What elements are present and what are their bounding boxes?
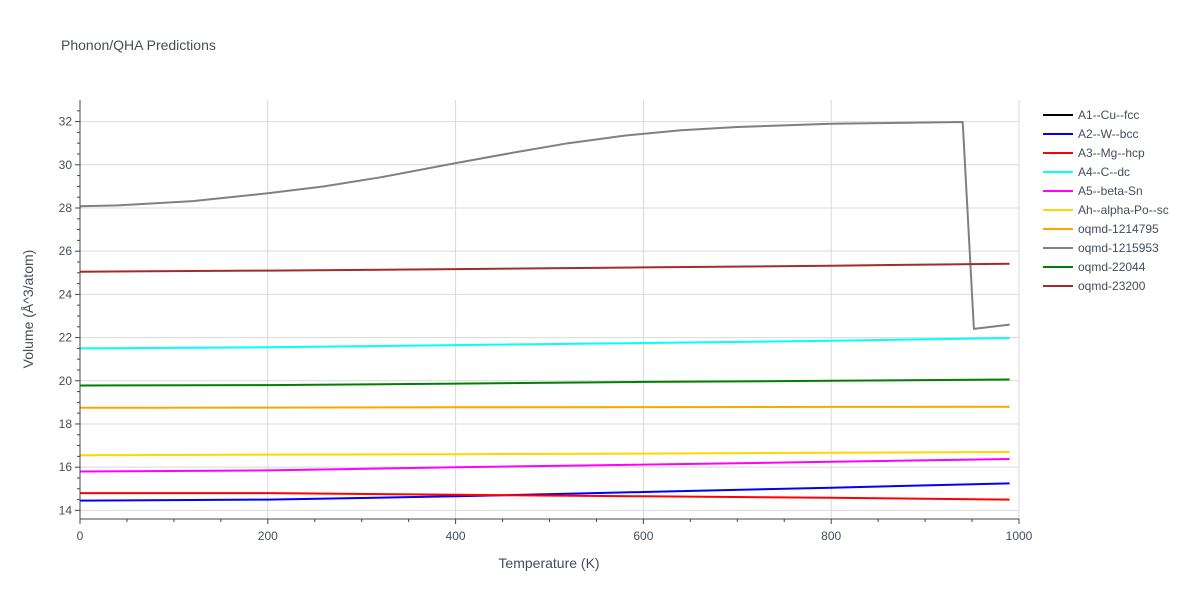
y-tick-label: 18 (59, 417, 73, 431)
y-tick-label: 26 (59, 244, 73, 258)
y-tick-label: 14 (59, 503, 73, 517)
legend-label: oqmd-22044 (1078, 260, 1146, 274)
series-line-A2--W--bcc (79, 482, 1010, 502)
series-line-Ah--alpha-Po--sc (79, 451, 1010, 457)
y-tick-label: 30 (59, 158, 73, 172)
legend-label: A4--C--dc (1078, 165, 1130, 179)
x-tick-label: 200 (258, 529, 278, 543)
y-tick-label: 16 (59, 460, 73, 474)
series-line-A3--Mg--hcp (80, 492, 1010, 501)
legend-label: A2--W--bcc (1078, 127, 1138, 141)
y-tick-label: 22 (59, 331, 73, 345)
legend-item[interactable]: A2--W--bcc (1043, 127, 1138, 141)
legend-item[interactable]: Ah--alpha-Po--sc (1043, 203, 1169, 217)
legend-label: A3--Mg--hcp (1078, 146, 1145, 160)
series-line-oqmd-22044 (79, 378, 1010, 387)
legend[interactable]: A1--Cu--fcc A2--W--bcc A3--Mg--hcp A4--C--d… (1043, 108, 1169, 293)
legend-item[interactable]: A5--beta-Sn (1043, 184, 1143, 198)
chart-title: Phonon/QHA Predictions (61, 37, 216, 53)
x-tick-label: 1000 (1006, 529, 1033, 543)
legend-item[interactable]: A1--Cu--fcc (1043, 108, 1139, 122)
grid-layer (79, 100, 1020, 519)
legend-label: oqmd-23200 (1078, 279, 1146, 293)
series-line-oqmd-1214795 (79, 405, 1010, 409)
legend-label: A1--Cu--fcc (1078, 108, 1139, 122)
legend-label: Ah--alpha-Po--sc (1078, 203, 1169, 217)
series-line-oqmd-1215953 (79, 121, 1010, 330)
legend-item[interactable]: oqmd-1214795 (1043, 222, 1159, 236)
x-tick-label: 0 (77, 529, 84, 543)
x-axis-title: Temperature (K) (498, 555, 599, 571)
legend-label: A5--beta-Sn (1078, 184, 1143, 198)
y-tick-label: 32 (59, 115, 73, 129)
y-tick-label: 20 (59, 374, 73, 388)
legend-item[interactable]: oqmd-22044 (1043, 260, 1146, 274)
y-tick-label: 24 (59, 287, 73, 301)
legend-item[interactable]: oqmd-1215953 (1043, 241, 1159, 255)
legend-label: oqmd-1215953 (1078, 241, 1159, 255)
series-line-A4--C--dc (79, 337, 1010, 350)
axis-layer: 0 200 400 600 800 1000 14 16 18 20 22 24 26 28 30 32 (59, 100, 1033, 543)
legend-item[interactable]: oqmd-23200 (1043, 279, 1146, 293)
y-axis-title: Volume (Å^3/atom) (20, 250, 36, 369)
series-line-oqmd-23200 (79, 262, 1010, 273)
x-tick-label: 800 (821, 529, 841, 543)
x-tick-label: 400 (446, 529, 466, 543)
series-layer (79, 121, 1010, 502)
y-tick-label: 28 (59, 201, 73, 215)
legend-item[interactable]: A4--C--dc (1043, 165, 1130, 179)
legend-label: oqmd-1214795 (1078, 222, 1159, 236)
legend-item[interactable]: A3--Mg--hcp (1043, 146, 1145, 160)
series-line-A5--beta-Sn (79, 458, 1010, 473)
x-tick-label: 600 (633, 529, 653, 543)
